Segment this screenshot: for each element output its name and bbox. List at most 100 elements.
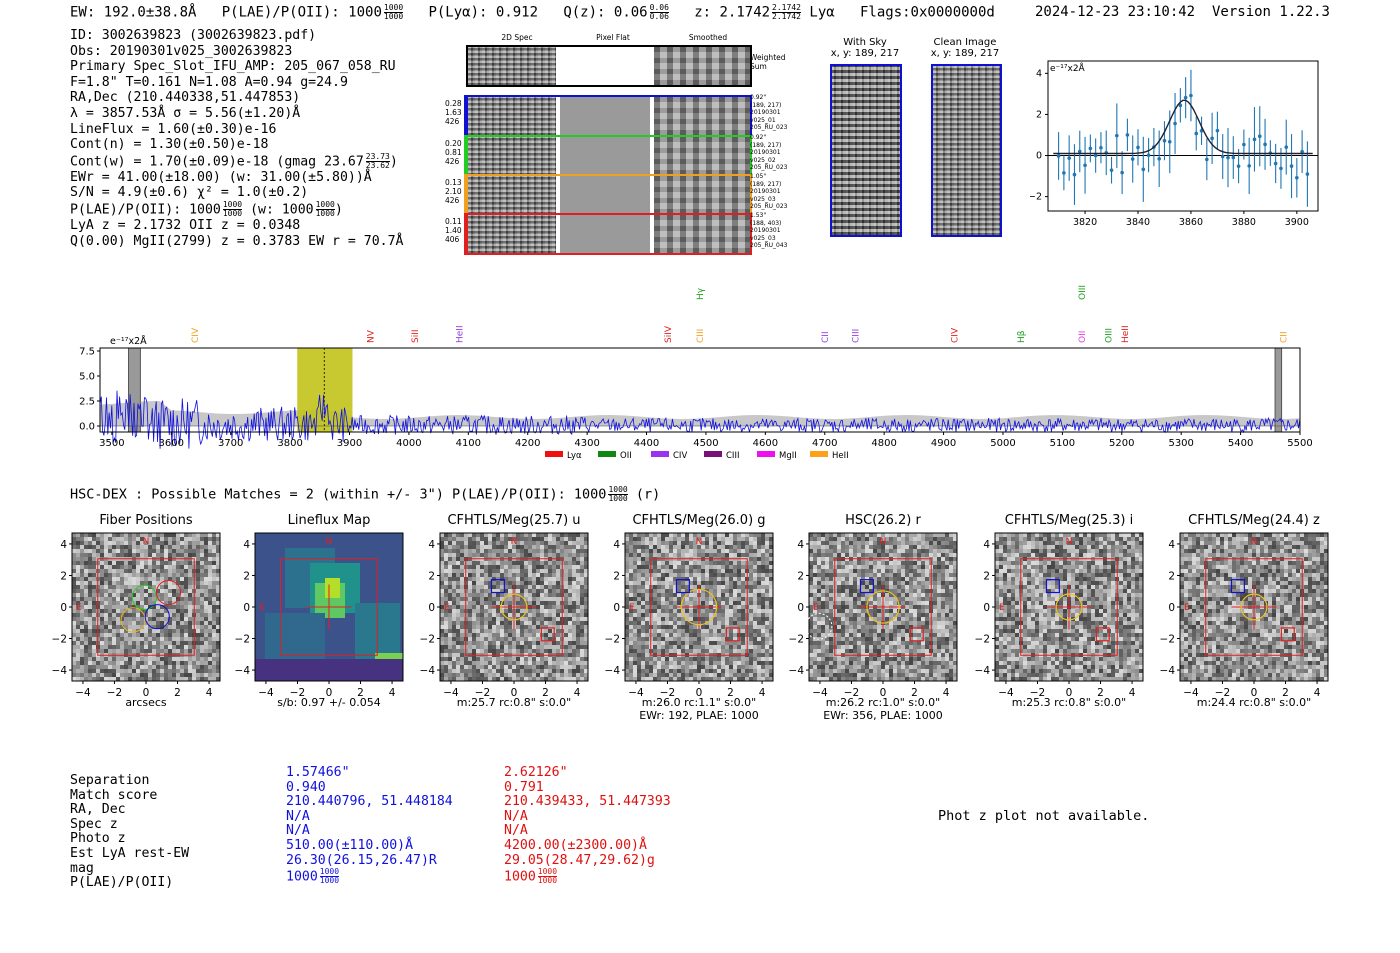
cutout-ytick-label: −4 bbox=[789, 665, 805, 677]
cutout-xtick-label: 4 bbox=[943, 687, 950, 699]
gauss-point bbox=[1130, 157, 1135, 161]
legend-label: MgII bbox=[779, 451, 797, 461]
cutout-ytick-label: 0 bbox=[983, 602, 990, 614]
cutout-title: CFHTLS/Meg(24.4) z bbox=[1188, 513, 1320, 528]
spectrum-xtick-label: 3900 bbox=[337, 438, 362, 449]
cutout-ytick-label: 2 bbox=[60, 570, 67, 582]
gauss-ytick-label: 0 bbox=[1036, 151, 1042, 162]
cutout-ytick-label: 0 bbox=[243, 602, 250, 614]
gauss-point bbox=[1289, 164, 1294, 168]
header-right: 2024-12-23 23:10:42 Version 1.22.3 bbox=[1035, 4, 1330, 20]
cutout-ytick-label: 2 bbox=[428, 570, 435, 582]
cutout-ytick-label: 2 bbox=[613, 570, 620, 582]
cutout-xtick-label: 0 bbox=[143, 687, 150, 699]
cutout-xtick-label: 2 bbox=[542, 687, 549, 699]
spec-row-left-label: 0.20 0.81 426 bbox=[445, 139, 462, 166]
emission-line-label: SiIV bbox=[664, 325, 674, 343]
spectrum-xtick-label: 4100 bbox=[456, 438, 481, 449]
cutout-ytick-label: 0 bbox=[797, 602, 804, 614]
gauss-ytick-label: 4 bbox=[1036, 68, 1042, 79]
spectrum-ytick-label: 2.5 bbox=[79, 397, 95, 408]
cutout-caption: s/b: 0.97 +/- 0.054 bbox=[277, 696, 381, 709]
lineflux-patch bbox=[325, 578, 340, 598]
cutout-xtick-label: −4 bbox=[628, 687, 644, 699]
table-cell: 29.05(28.47,29.62)g bbox=[504, 852, 655, 868]
spectrum-xtick-label: 4600 bbox=[753, 438, 778, 449]
info-sn: S/N = 4.9(±0.6) χ² = 1.0(±0.2) bbox=[70, 185, 309, 201]
info-lambda: λ = 3857.53Å σ = 5.56(±1.20)Å bbox=[70, 105, 301, 121]
header-line: Lyα bbox=[809, 4, 835, 21]
table-cell: 1.57466" bbox=[286, 765, 350, 780]
emission-line-label: OIII bbox=[1105, 328, 1115, 343]
cutout-xtick-label: −4 bbox=[998, 687, 1014, 699]
cutout-title: HSC(26.2) r bbox=[845, 513, 921, 528]
gauss-point bbox=[1178, 103, 1183, 108]
header-z: z: 2.1742 bbox=[694, 4, 771, 21]
cutout-ytick-label: −4 bbox=[235, 665, 251, 677]
cutout-ytick-label: −2 bbox=[1160, 634, 1175, 646]
north-label: N bbox=[511, 537, 518, 547]
east-label: E bbox=[444, 603, 450, 613]
legend-swatch bbox=[810, 451, 828, 457]
weighted-sum-strip bbox=[466, 45, 752, 87]
north-label: N bbox=[326, 537, 333, 547]
north-label: N bbox=[1251, 537, 1258, 547]
north-label: N bbox=[1066, 537, 1073, 547]
cutout-xtick-label: −2 bbox=[660, 687, 675, 699]
cutout-caption: m:26.0 rc:1.1" s:0.0" EWr: 192, PLAE: 100… bbox=[639, 696, 759, 722]
fov-box bbox=[1020, 558, 1118, 656]
gauss-point bbox=[1305, 172, 1310, 176]
cutout-ytick-label: 2 bbox=[983, 570, 990, 582]
cutout-ytick-label: −2 bbox=[975, 634, 990, 646]
info-primary: Primary Spec_Slot_IFU_AMP: 205_067_058_R… bbox=[70, 59, 396, 75]
info-obs: Obs: 20190301v025_3002639823 bbox=[70, 43, 293, 59]
legend-label: HeII bbox=[832, 451, 849, 461]
cutout-xtick-label: 0 bbox=[1251, 687, 1258, 699]
table-label: Match score bbox=[70, 787, 158, 803]
col-2dspec: 2D Spec bbox=[501, 33, 533, 42]
cutout-image: N E 4 −4 2 −2 0 0 −2 2 −4 4 bbox=[52, 532, 221, 699]
fiber-circle bbox=[155, 579, 182, 606]
spec-row-right-label: 0.92" (189, 217) 20190301 v025_01 205_RU_023 bbox=[750, 94, 788, 131]
header-bar: EW: 192.0±38.8Å P(LAE)/P(OII): 1000 1000 1… bbox=[70, 3, 995, 21]
cutout-ytick-label: −4 bbox=[420, 665, 436, 677]
spec-row-color-tick bbox=[464, 213, 467, 255]
fov-box bbox=[465, 558, 563, 656]
cutout-title: Lineflux Map bbox=[287, 513, 371, 528]
cutout-xtick-label: 4 bbox=[1129, 687, 1136, 699]
cutout-xtick-label: 0 bbox=[326, 687, 333, 699]
match-box-red bbox=[1095, 627, 1110, 642]
cutout-xtick-label: 2 bbox=[727, 687, 734, 699]
aperture-circle bbox=[866, 590, 900, 624]
spectrum-xtick-label: 5500 bbox=[1287, 438, 1312, 449]
cutout-ytick-label: −4 bbox=[1160, 665, 1176, 677]
with-sky-title: With Sky x, y: 189, 217 bbox=[830, 37, 900, 59]
spectrum-trace bbox=[99, 390, 1301, 449]
cutout-xtick-label: −2 bbox=[1215, 687, 1230, 699]
cutout-xtick-label: 2 bbox=[1097, 687, 1104, 699]
gauss-point bbox=[1252, 137, 1257, 142]
gauss-point bbox=[1300, 149, 1304, 154]
gauss-unit-label: e⁻¹⁷x2Å bbox=[1050, 62, 1086, 74]
cutout-ytick-label: 4 bbox=[1168, 539, 1175, 551]
aperture-circle bbox=[1240, 593, 1268, 621]
gauss-ytick-label: 2 bbox=[1036, 109, 1042, 120]
spec-row-right-label: 1.53" (188, 403) 20190301 v025_03 205_RU_043 bbox=[750, 212, 788, 249]
info-lya: LyA z = 2.1732 OII z = 0.0348 bbox=[70, 218, 301, 234]
emission-line-label: CII bbox=[1279, 331, 1289, 343]
cutout-title: CFHTLS/Meg(25.3) i bbox=[1004, 513, 1134, 528]
gauss-point bbox=[1295, 176, 1299, 180]
legend-label: OII bbox=[620, 451, 632, 461]
match-box-red bbox=[725, 627, 740, 642]
cutout-ytick-label: 2 bbox=[243, 570, 250, 582]
info-radec: RA,Dec (210.440338,51.447853) bbox=[70, 90, 301, 106]
gauss-point bbox=[1247, 164, 1251, 168]
gauss-point bbox=[1125, 133, 1130, 137]
gauss-point bbox=[1215, 128, 1220, 133]
gauss-point bbox=[1263, 142, 1267, 147]
cutout-xtick-label: −4 bbox=[443, 687, 459, 699]
cutout-xtick-label: 0 bbox=[696, 687, 703, 699]
spec-row-color-tick bbox=[464, 135, 467, 177]
gauss-point bbox=[1273, 161, 1278, 166]
info-id: ID: 3002639823 (3002639823.pdf) bbox=[70, 28, 317, 43]
